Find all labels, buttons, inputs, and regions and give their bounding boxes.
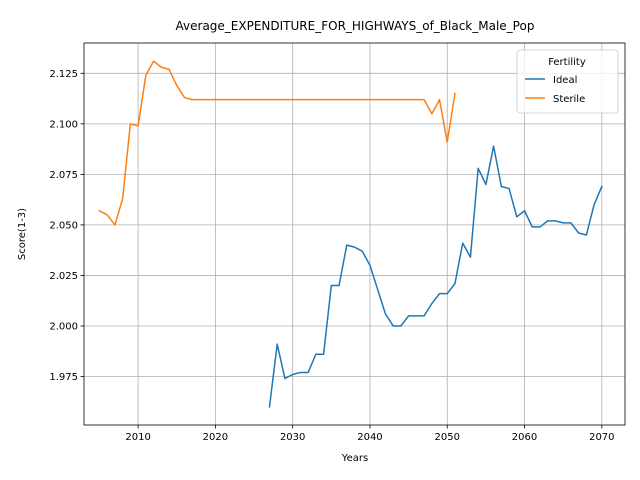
plot-frame bbox=[83, 42, 626, 426]
legend-title: Fertility bbox=[548, 57, 586, 68]
legend-label-sterile: Sterile bbox=[553, 94, 585, 105]
x-tick-label: 2030 bbox=[280, 432, 305, 443]
y-tick-label: 2.000 bbox=[49, 321, 78, 332]
y-tick-label: 1.975 bbox=[49, 372, 78, 383]
series-line-ideal bbox=[268, 145, 603, 408]
y-tick-label: 2.075 bbox=[49, 170, 78, 181]
y-axis-label: Score(1-3) bbox=[17, 208, 28, 260]
x-axis-ticks: 2010 2020 2030 2040 2050 2060 2070 bbox=[125, 425, 615, 443]
series-line-sterile bbox=[98, 60, 456, 226]
legend-label-ideal: Ideal bbox=[553, 75, 577, 86]
x-tick-label: 2050 bbox=[435, 432, 460, 443]
y-tick-label: 2.125 bbox=[49, 69, 78, 80]
y-tick-label: 2.050 bbox=[49, 220, 78, 231]
series-lines bbox=[98, 60, 603, 408]
y-tick-label: 2.100 bbox=[49, 119, 78, 130]
y-axis-ticks: 1.975 2.000 2.025 2.050 2.075 2.100 2.125 bbox=[49, 69, 84, 383]
x-axis-label: Years bbox=[341, 453, 368, 464]
grid-lines bbox=[84, 43, 625, 425]
x-tick-label: 2070 bbox=[589, 432, 614, 443]
x-tick-label: 2020 bbox=[203, 432, 228, 443]
x-tick-label: 2040 bbox=[357, 432, 382, 443]
y-tick-label: 2.025 bbox=[49, 271, 78, 282]
chart-title: Average_EXPENDITURE_FOR_HIGHWAYS_of_Blac… bbox=[176, 19, 535, 33]
legend: Fertility Ideal Sterile bbox=[516, 49, 619, 114]
x-tick-label: 2010 bbox=[125, 432, 150, 443]
x-tick-label: 2060 bbox=[512, 432, 537, 443]
